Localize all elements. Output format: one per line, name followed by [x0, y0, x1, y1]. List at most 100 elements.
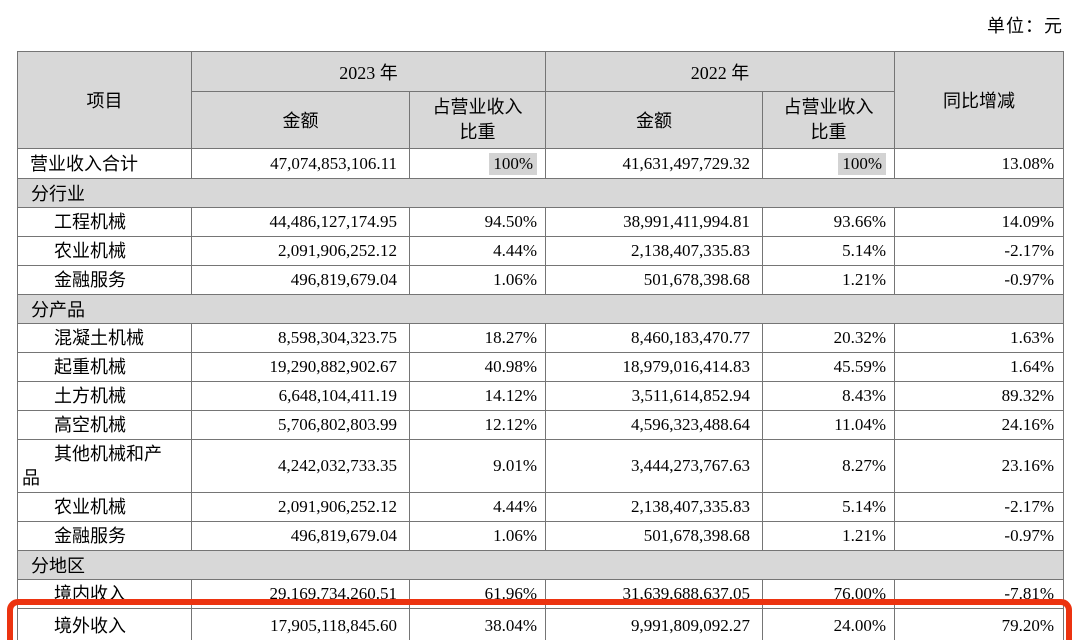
row-label: 高空机械 [17, 410, 192, 440]
row-label: 土方机械 [17, 381, 192, 411]
yoy-change: 24.16% [894, 410, 1064, 440]
yoy-change: -0.97% [894, 265, 1064, 295]
yoy-change: 89.32% [894, 381, 1064, 411]
ratio-2023: 1.06% [409, 521, 546, 551]
header-year-2023: 2023 年 [191, 51, 546, 92]
ratio-2022: 45.59% [762, 352, 895, 382]
revenue-table: 项目 2023 年 2022 年 同比增减 金额 占营业收入 比重 金额 占营业… [17, 51, 1064, 640]
table-row: 金融服务 496,819,679.04 1.06% 501,678,398.68 1.2… [17, 521, 1064, 551]
amount-2023: 496,819,679.04 [191, 521, 410, 551]
table-row: 农业机械 2,091,906,252.12 4.44% 2,138,407,335.8… [17, 492, 1064, 522]
yoy-change: 1.64% [894, 352, 1064, 382]
amount-2022: 3,444,273,767.63 [545, 439, 763, 493]
amount-2022: 2,138,407,335.83 [545, 492, 763, 522]
yoy-change: -2.17% [894, 492, 1064, 522]
amount-2022: 8,460,183,470.77 [545, 323, 763, 353]
row-label: 境内收入 [17, 579, 192, 609]
ratio-2023: 18.27% [409, 323, 546, 353]
amount-2022: 3,511,614,852.94 [545, 381, 763, 411]
amount-2023: 29,169,734,260.51 [191, 579, 410, 609]
yoy-change: 79.20% [894, 608, 1064, 640]
table-row: 农业机械 2,091,906,252.12 4.44% 2,138,407,335.8… [17, 236, 1064, 266]
ratio-2023: 14.12% [409, 381, 546, 411]
amount-2022: 501,678,398.68 [545, 521, 763, 551]
table-row: 境内收入 29,169,734,260.51 61.96% 31,639,688,63… [17, 579, 1064, 609]
revenue-table-wrapper: 项目 2023 年 2022 年 同比增减 金额 占营业收入 比重 金额 占营业… [7, 51, 1072, 640]
table-body: 营业收入合计 47,074,853,106.11 100% 41,631,497,72… [17, 148, 1064, 640]
amount-2022: 501,678,398.68 [545, 265, 763, 295]
amount-2022: 4,596,323,488.64 [545, 410, 763, 440]
header-ratio-2022: 占营业收入 比重 [762, 91, 895, 149]
ratio-2022: 24.00% [762, 608, 895, 640]
row-label: 农业机械 [17, 492, 192, 522]
amount-2023: 5,706,802,803.99 [191, 410, 410, 440]
highlighted-value: 100% [838, 152, 886, 175]
table-row: 营业收入合计 47,074,853,106.11 100% 41,631,497,72… [17, 148, 1064, 179]
highlighted-value: 100% [489, 152, 537, 175]
header-yoy: 同比增减 [894, 51, 1064, 149]
ratio-2023: 4.44% [409, 236, 546, 266]
header-row-years: 项目 2023 年 2022 年 同比增减 [17, 51, 1064, 149]
table-row: 土方机械 6,648,104,411.19 14.12% 3,511,614,852.… [17, 381, 1064, 411]
row-label: 金融服务 [17, 521, 192, 551]
amount-2022: 31,639,688,637.05 [545, 579, 763, 609]
ratio-2023: 61.96% [409, 579, 546, 609]
ratio-2023: 1.06% [409, 265, 546, 295]
header-row-sub: 金额 占营业收入 比重 金额 占营业收入 比重 [18, 91, 1064, 149]
ratio-2022: 100% [762, 148, 895, 179]
section-row: 分地区 [17, 550, 1064, 580]
table-row: 高空机械 5,706,802,803.99 12.12% 4,596,323,488.… [17, 410, 1064, 440]
table-row: 金融服务 496,819,679.04 1.06% 501,678,398.68 1.2… [17, 265, 1064, 295]
amount-2022: 41,631,497,729.32 [545, 148, 763, 179]
yoy-change: 1.63% [894, 323, 1064, 353]
table-row: 混凝土机械 8,598,304,323.75 18.27% 8,460,183,470… [17, 323, 1064, 353]
header-ratio-2023: 占营业收入 比重 [409, 91, 546, 149]
yoy-change: 14.09% [894, 207, 1064, 237]
header-item: 项目 [17, 51, 192, 149]
ratio-2022: 76.00% [762, 579, 895, 609]
yoy-change: -2.17% [894, 236, 1064, 266]
amount-2022: 9,991,809,092.27 [545, 608, 763, 640]
table-header: 项目 2023 年 2022 年 同比增减 金额 占营业收入 比重 金额 占营业… [17, 51, 1064, 149]
ratio-2022: 8.43% [762, 381, 895, 411]
amount-2023: 496,819,679.04 [191, 265, 410, 295]
amount-2022: 38,991,411,994.81 [545, 207, 763, 237]
amount-2023: 17,905,118,845.60 [191, 608, 410, 640]
section-label: 分产品 [17, 294, 1064, 324]
ratio-2022: 1.21% [762, 521, 895, 551]
unit-label: 单位：元 [987, 16, 1063, 36]
amount-2023: 19,290,882,902.67 [191, 352, 410, 382]
table-row: 工程机械 44,486,127,174.95 94.50% 38,991,411,99… [17, 207, 1064, 237]
yoy-change: -0.97% [894, 521, 1064, 551]
ratio-2023: 100% [409, 148, 546, 179]
ratio-2022: 93.66% [762, 207, 895, 237]
table-row: 起重机械 19,290,882,902.67 40.98% 18,979,016,41… [17, 352, 1064, 382]
ratio-2022: 1.21% [762, 265, 895, 295]
yoy-change: 13.08% [894, 148, 1064, 179]
table-row: 其他机械和产品 4,242,032,733.35 9.01% 3,444,273,76… [17, 439, 1064, 493]
ratio-2023: 9.01% [409, 439, 546, 493]
yoy-change: 23.16% [894, 439, 1064, 493]
amount-2023: 2,091,906,252.12 [191, 492, 410, 522]
ratio-2022: 11.04% [762, 410, 895, 440]
header-amount-2022: 金额 [545, 91, 763, 149]
ratio-2022: 8.27% [762, 439, 895, 493]
amount-2022: 18,979,016,414.83 [545, 352, 763, 382]
amount-2022: 2,138,407,335.83 [545, 236, 763, 266]
row-label: 工程机械 [17, 207, 192, 237]
row-label: 农业机械 [17, 236, 192, 266]
amount-2023: 2,091,906,252.12 [191, 236, 410, 266]
ratio-2023: 12.12% [409, 410, 546, 440]
row-label: 其他机械和产品 [17, 439, 192, 493]
ratio-2023: 94.50% [409, 207, 546, 237]
ratio-2022: 5.14% [762, 492, 895, 522]
ratio-2022: 5.14% [762, 236, 895, 266]
amount-2023: 8,598,304,323.75 [191, 323, 410, 353]
row-label: 营业收入合计 [17, 148, 192, 179]
section-label: 分地区 [17, 550, 1064, 580]
section-row: 分产品 [17, 294, 1064, 324]
ratio-2023: 38.04% [409, 608, 546, 640]
row-label: 境外收入 [17, 608, 192, 640]
ratio-2023: 40.98% [409, 352, 546, 382]
amount-2023: 4,242,032,733.35 [191, 439, 410, 493]
